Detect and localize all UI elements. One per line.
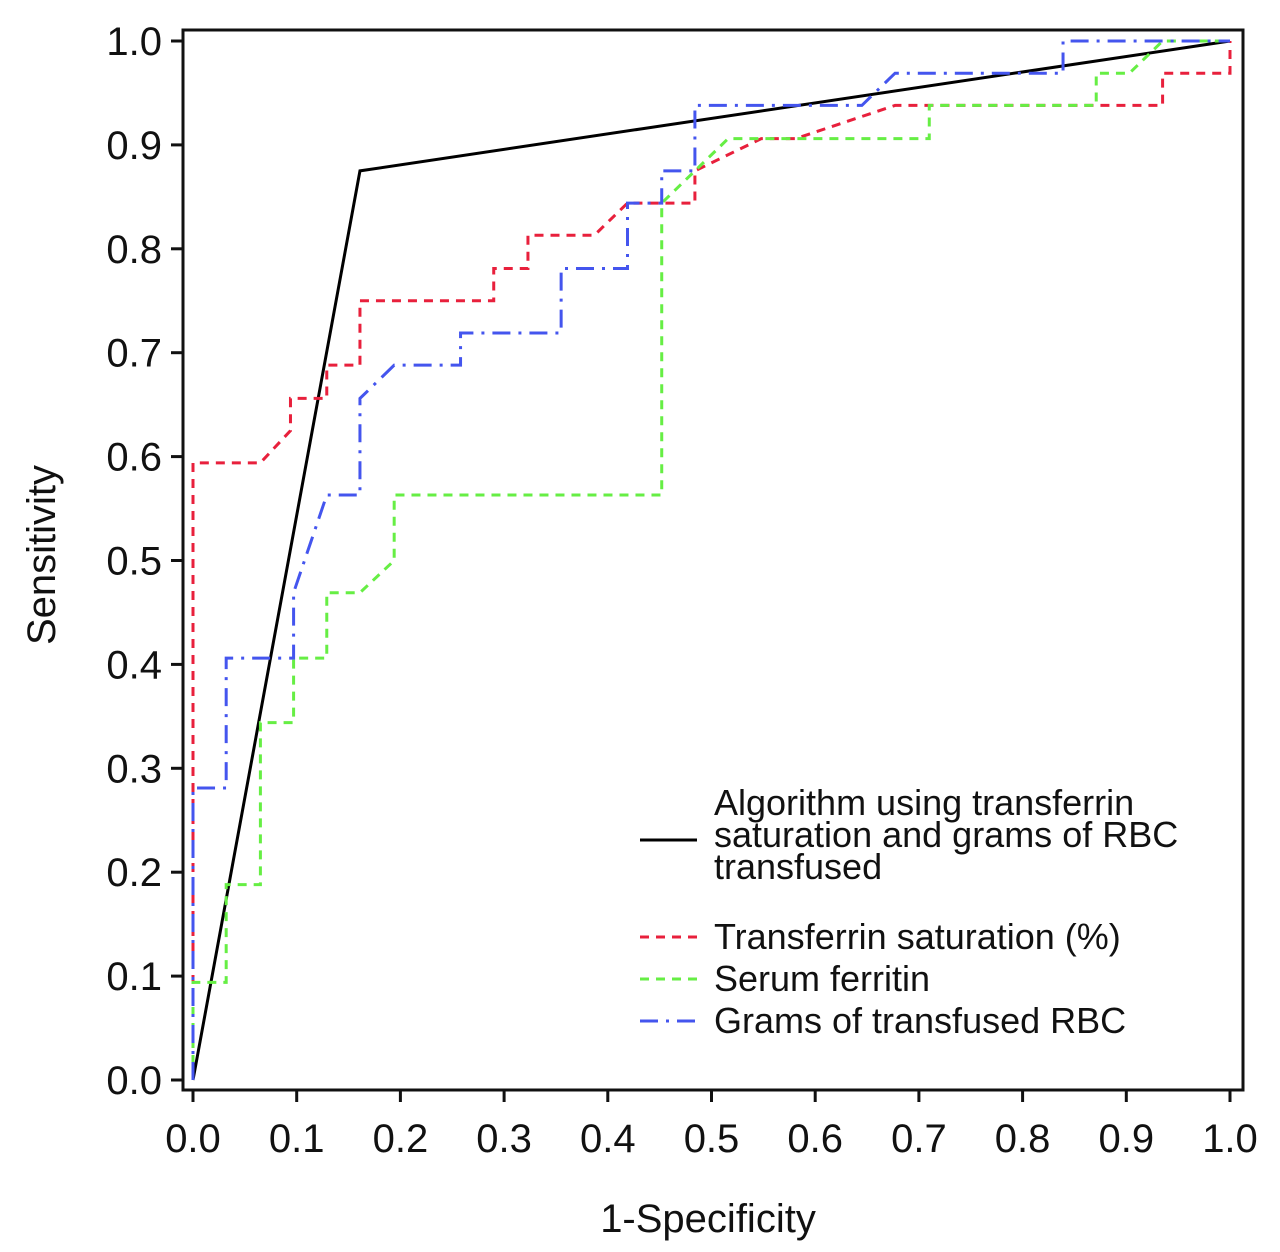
legend-label: transfused	[714, 846, 882, 887]
x-tick-label: 0.3	[476, 1117, 532, 1161]
y-tick-label: 0.5	[106, 540, 162, 584]
y-tick-label: 0.4	[106, 643, 162, 687]
x-axis-label: 1-Specificity	[600, 1197, 816, 1241]
x-tick-label: 0.6	[787, 1117, 843, 1161]
y-tick-label: 0.8	[106, 228, 162, 272]
x-tick-label: 0.9	[1098, 1117, 1154, 1161]
y-tick-label: 0.9	[106, 124, 162, 168]
series-line-3	[191, 39, 1230, 1080]
x-tick-label: 1.0	[1202, 1117, 1258, 1161]
series-line-2	[191, 39, 1230, 1080]
x-tick-label: 0.8	[995, 1117, 1051, 1161]
x-tick-label: 0.4	[580, 1117, 636, 1161]
x-tick-label: 0.2	[373, 1117, 429, 1161]
x-tick-label: 0.1	[269, 1117, 325, 1161]
legend-label: Serum ferritin	[714, 958, 930, 999]
y-tick-label: 0.0	[106, 1059, 162, 1103]
y-tick-label: 0.6	[106, 436, 162, 480]
y-tick-label: 1.0	[106, 20, 162, 64]
y-tick-label: 0.7	[106, 332, 162, 376]
series-line-1	[191, 41, 1232, 1080]
legend-label: saturation and grams of RBC	[714, 814, 1178, 855]
series-line-0	[191, 39, 1231, 1081]
y-axis-label: Sensitivity	[20, 465, 64, 645]
x-tick-label: 0.0	[165, 1117, 221, 1161]
legend-label: Grams of transfused RBC	[714, 1000, 1126, 1041]
x-tick-label: 0.7	[891, 1117, 947, 1161]
y-tick-label: 0.2	[106, 851, 162, 895]
y-tick-label: 0.3	[106, 747, 162, 791]
y-tick-label: 0.1	[106, 955, 162, 999]
legend-label: Algorithm using transferrin	[714, 782, 1134, 823]
x-tick-label: 0.5	[684, 1117, 740, 1161]
legend-label: Transferrin saturation (%)	[714, 916, 1121, 957]
